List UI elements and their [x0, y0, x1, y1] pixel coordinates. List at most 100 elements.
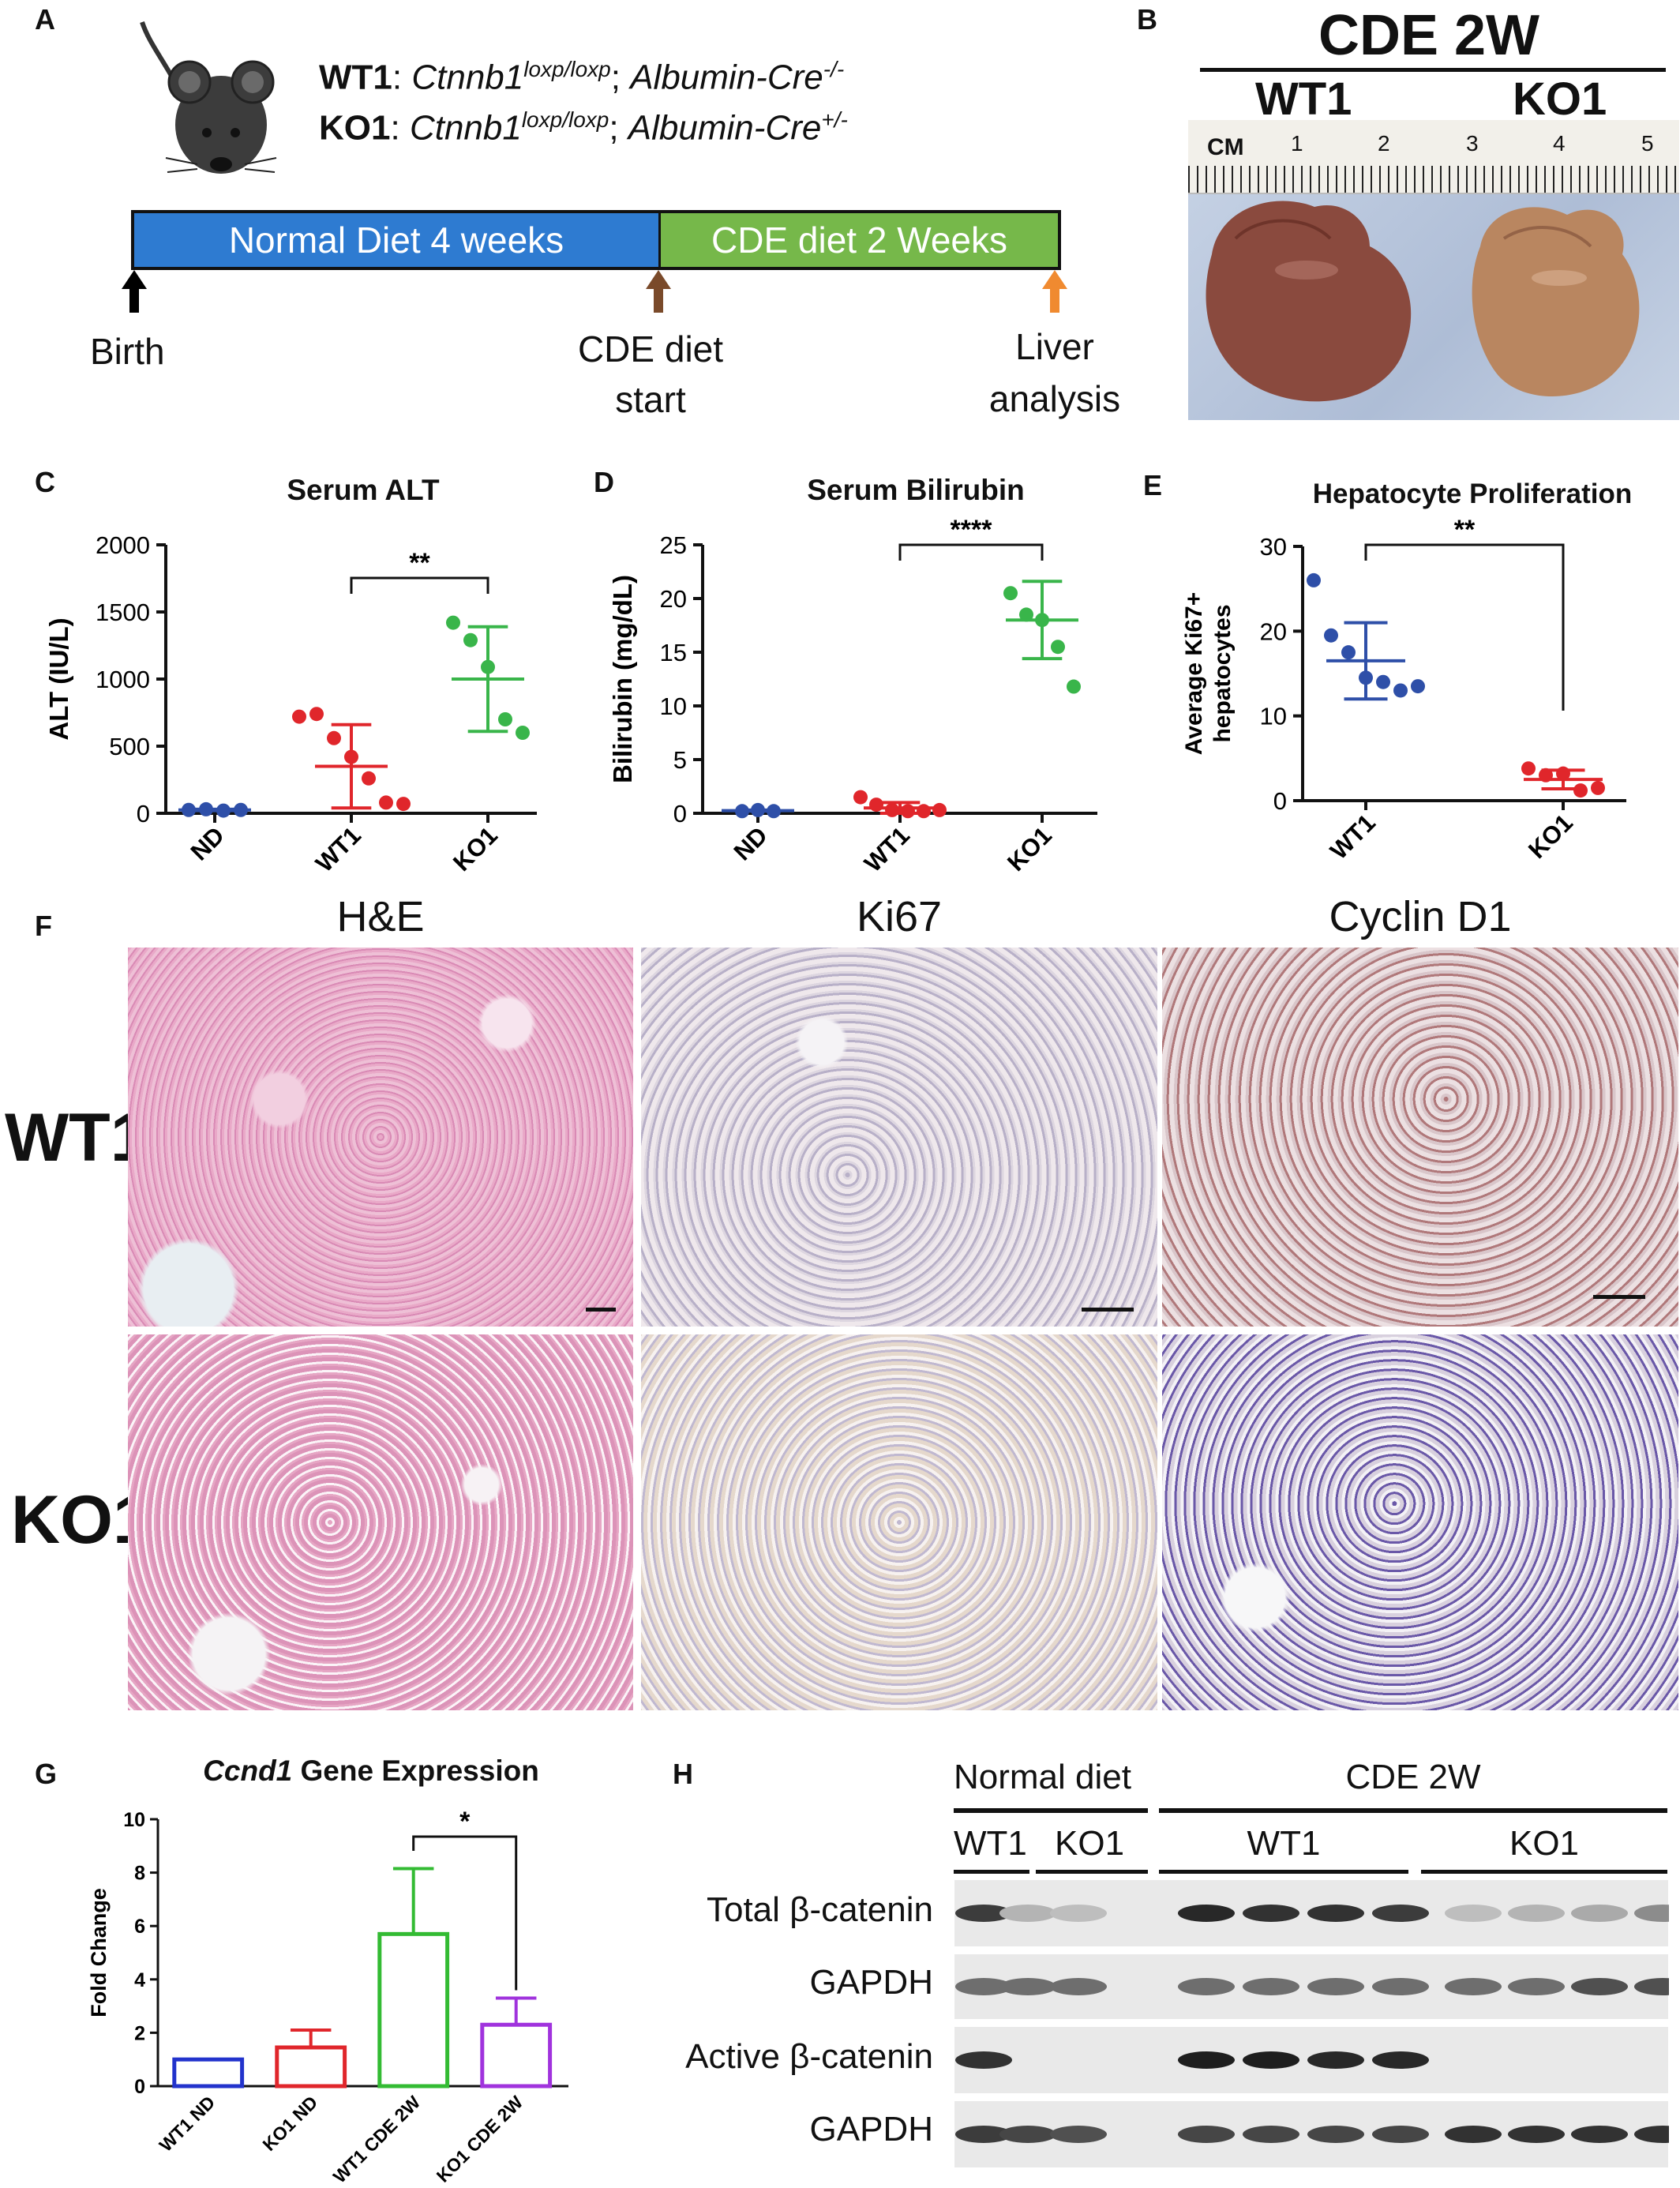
- y-tick-label: 10: [123, 1809, 145, 1831]
- data-point: [1591, 780, 1605, 795]
- data-point: [1067, 679, 1081, 694]
- ko1-cre-sup: +/-: [821, 107, 848, 132]
- blot-band: [1178, 2051, 1235, 2069]
- chart-e-title: Hepatocyte Proliferation: [1312, 479, 1633, 509]
- y-tick-label: 2000: [96, 531, 150, 559]
- ruler-tick-5: 5: [1641, 131, 1654, 156]
- y-tick-label: 5: [673, 746, 687, 774]
- y-tick-label: 6: [134, 1916, 145, 1938]
- data-point: [327, 730, 341, 745]
- ruler-tick-3: 3: [1466, 131, 1479, 156]
- histology-ko1-cyclin-d1: [1162, 1334, 1678, 1710]
- arrow-up-icon-cde-start: [646, 270, 671, 313]
- data-point: [1341, 645, 1356, 660]
- liver-photo: CM 1 2 3 4 5: [1188, 120, 1679, 420]
- y-axis-label: Fold Change: [87, 1888, 111, 2017]
- wb-sub-underline-1: [954, 1870, 1029, 1874]
- significance-label: **: [409, 548, 430, 578]
- row-label-ko1: KO1: [11, 1482, 151, 1558]
- ko1-gene: Ctnnb1: [409, 108, 522, 148]
- chart-g-ccnd1-expression: 0 2 4 6 8 10 Fold Change WT1 ND KO1 ND WT1 CDE 2W…: [87, 1807, 568, 2184]
- histology-wt1-ki67: [641, 948, 1157, 1327]
- wt1-sep: :: [392, 58, 412, 97]
- data-point: [1019, 607, 1033, 622]
- blot-band: [1508, 2126, 1565, 2143]
- blot-band: [1178, 2126, 1235, 2143]
- panel-b-divider: [1200, 68, 1666, 72]
- wb-label-gapdh-2: GAPDH: [809, 2110, 933, 2149]
- ruler-tick-4: 4: [1553, 131, 1566, 156]
- significance-label: **: [1454, 515, 1476, 545]
- blot-band: [1634, 1905, 1669, 1922]
- blot-band: [1571, 1978, 1628, 1995]
- y-axis-label: ALT (IU/L): [44, 617, 73, 740]
- blot-band: [1243, 2051, 1299, 2069]
- blot-band: [1445, 2126, 1502, 2143]
- data-point: [1573, 783, 1588, 798]
- y-tick-label: 0: [1273, 787, 1287, 815]
- wt1-mid: ;: [610, 58, 631, 97]
- marker-birth: Birth: [90, 331, 165, 372]
- blot-band: [1634, 1978, 1669, 1995]
- col-title-ki67: Ki67: [856, 893, 943, 940]
- timeline-normal-diet-label: Normal Diet 4 weeks: [228, 220, 564, 261]
- blot-band: [1372, 2126, 1429, 2143]
- data-point: [932, 802, 947, 817]
- wt1-gene-sup: loxp/loxp: [523, 57, 611, 81]
- marker-liver-line1: Liver: [1015, 326, 1094, 367]
- blot-band: [1307, 1905, 1364, 1922]
- ko1-name: KO1: [319, 108, 391, 148]
- data-point: [869, 798, 883, 813]
- blot-band: [1571, 1905, 1628, 1922]
- y-tick-label: 20: [660, 585, 687, 613]
- wt1-gene: Ctnnb1: [411, 58, 524, 97]
- arrow-up-icon-birth: [122, 270, 147, 313]
- data-point: [853, 790, 868, 805]
- y-tick-label: 10: [660, 692, 687, 720]
- x-tick-label: KO1 ND: [258, 2092, 321, 2155]
- panel-label-f: F: [35, 910, 52, 942]
- y-tick-label: 8: [134, 1863, 145, 1885]
- blot-band: [1243, 1905, 1299, 1922]
- wb-header-normal-underline: [954, 1808, 1148, 1813]
- significance-bracket: [1364, 543, 1565, 711]
- ko1-genotype: KO1: Ctnnb1loxp/loxp; Albumin-Cre+/-: [319, 107, 848, 148]
- significance-bracket: [350, 576, 489, 594]
- x-tick-label: KO1: [1002, 821, 1057, 876]
- data-point: [516, 726, 530, 740]
- data-point: [309, 707, 324, 722]
- timeline-bar: Normal Diet 4 weeks CDE diet 2 Weeks: [131, 210, 1061, 270]
- blot-band: [955, 1905, 1012, 1922]
- x-tick-label: ND: [186, 821, 230, 865]
- blot-band: [1178, 1978, 1235, 1995]
- ko1-gene-sup: loxp/loxp: [521, 107, 609, 132]
- col-title-he: H&E: [336, 893, 425, 940]
- data-point: [1393, 683, 1408, 698]
- panel-label-d: D: [594, 466, 614, 498]
- wt1-cre: Albumin-Cre: [630, 58, 823, 97]
- y-tick-label: 4: [134, 1969, 145, 1991]
- blot-band: [955, 2126, 1012, 2143]
- data-point: [1411, 679, 1425, 694]
- data-point: [446, 615, 460, 630]
- blot-band: [1571, 2126, 1628, 2143]
- wb-label-gapdh-1: GAPDH: [809, 1963, 933, 2002]
- data-point: [917, 804, 931, 819]
- timeline-cde-diet: CDE diet 2 Weeks: [661, 213, 1058, 267]
- data-point: [1324, 628, 1338, 643]
- wb-sub-ko1-normal: KO1: [1055, 1824, 1125, 1863]
- liver-wt1-image: [1206, 201, 1640, 402]
- data-point: [463, 632, 478, 647]
- blot-band: [1508, 1905, 1565, 1922]
- ko1-cre: Albumin-Cre: [628, 108, 822, 148]
- histology-ko1-ki67: [641, 1334, 1157, 1710]
- wb-sub-wt1-normal: WT1: [954, 1824, 1027, 1863]
- blot-band: [1178, 1905, 1235, 1922]
- wb-label-total-beta-catenin: Total β-catenin: [706, 1890, 933, 1929]
- marker-cde-line1: CDE diet: [577, 328, 724, 370]
- data-point: [498, 712, 512, 726]
- scale-bar-cyclin-d1: [1593, 1295, 1645, 1299]
- chart-g-title-gene: Ccnd1: [203, 1755, 293, 1787]
- blot-band: [1050, 1905, 1107, 1922]
- col-title-cyclin-d1: Cyclin D1: [1329, 893, 1512, 940]
